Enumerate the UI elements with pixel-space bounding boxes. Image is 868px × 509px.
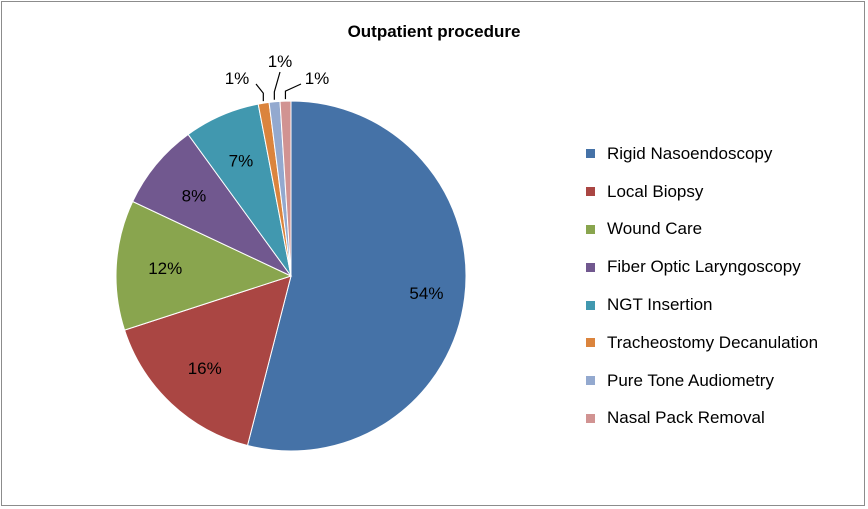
data-label-1: 54%	[409, 284, 443, 303]
legend-item: Rigid Nasoendoscopy	[586, 135, 818, 173]
data-label-3: 12%	[148, 259, 182, 278]
legend-item: Wound Care	[586, 211, 818, 249]
data-label-4: 8%	[182, 187, 207, 206]
legend-label: Pure Tone Audiometry	[607, 370, 774, 390]
data-label-6: 1%	[225, 69, 250, 88]
data-label-8: 1%	[305, 69, 330, 88]
legend-item: Nasal Pack Removal	[586, 400, 818, 438]
legend-label: Fiber Optic Laryngoscopy	[607, 257, 801, 277]
legend-swatch	[586, 376, 595, 386]
legend-item: Pure Tone Audiometry	[586, 362, 818, 400]
legend-label: Tracheostomy Decanulation	[607, 332, 819, 352]
legend-label: Wound Care	[607, 219, 703, 239]
chart-title: Outpatient procedure	[347, 22, 521, 41]
legend-swatch	[586, 224, 595, 234]
legend-swatch	[586, 149, 595, 159]
leader-line-6	[255, 83, 264, 102]
legend-swatch	[586, 338, 595, 348]
data-label-7: 1%	[268, 52, 293, 71]
legend-swatch	[586, 262, 595, 272]
data-label-5: 7%	[229, 151, 254, 170]
legend-item: Local Biopsy	[586, 173, 818, 211]
legend-swatch	[586, 187, 595, 197]
leader-line-8	[284, 83, 302, 100]
legend-label: Rigid Nasoendoscopy	[607, 143, 773, 163]
legend-label: NGT Insertion	[607, 295, 713, 315]
legend-item: Fiber Optic Laryngoscopy	[586, 248, 818, 286]
legend-item: NGT Insertion	[586, 286, 818, 324]
pie-slice-8	[279, 100, 292, 277]
pie-slice-1	[246, 100, 467, 452]
pie-slice-3	[115, 200, 293, 331]
pie-slice-2	[123, 275, 292, 447]
legend-label: Nasal Pack Removal	[607, 408, 765, 428]
leader-line-7	[273, 71, 281, 100]
legend-swatch	[586, 300, 595, 310]
legend-label: Local Biopsy	[607, 181, 704, 201]
legend-item: Tracheostomy Decanulation	[586, 324, 818, 362]
chart-legend: Rigid Nasoendoscopy Local Biopsy Wound Car…	[586, 135, 818, 437]
legend-swatch	[586, 413, 595, 423]
data-label-2: 16%	[188, 359, 222, 378]
